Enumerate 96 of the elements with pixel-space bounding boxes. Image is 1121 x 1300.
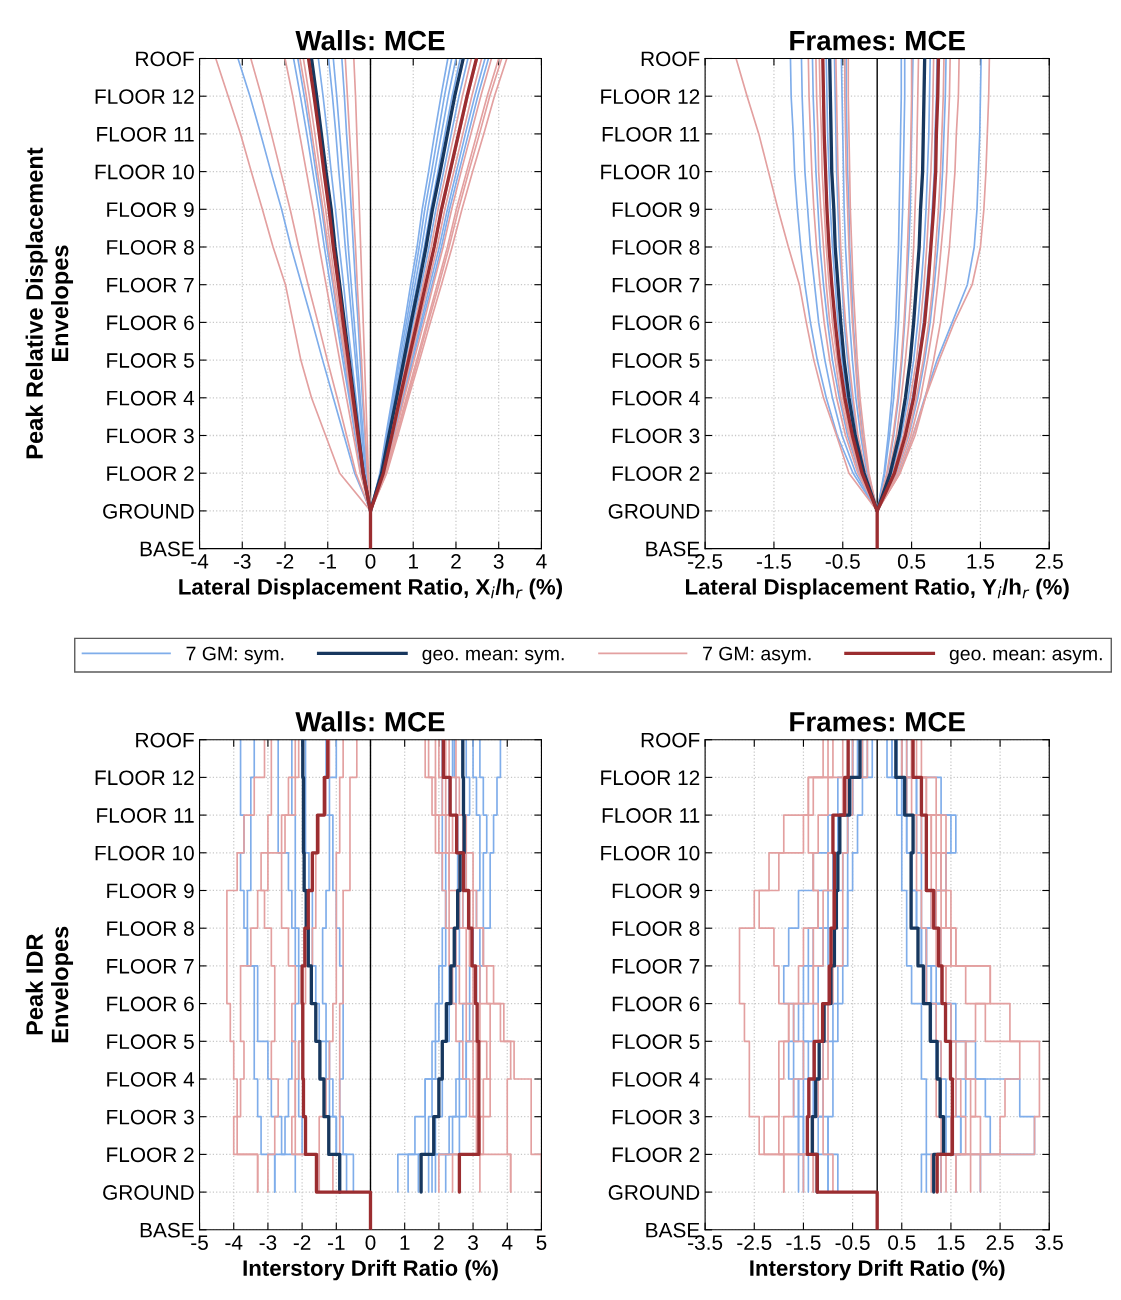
- y-tick-label: FLOOR 4: [612, 390, 700, 406]
- y-tick-label: FLOOR 5: [107, 1034, 194, 1050]
- y-tick-label: FLOOR 2: [107, 466, 194, 481]
- y-tick-label: FLOOR 12: [95, 89, 194, 104]
- x-axis-title: Interstory Drift Ratio (%): [243, 1259, 498, 1281]
- chart-title: Frames: MCE: [790, 30, 965, 51]
- legend-label: 7 GM: asym.: [703, 646, 811, 665]
- x-axis-title: Lateral Displacement Ratio, Y$_{i}$/h$_{r}$ (%): [686, 578, 1069, 600]
- x-tick-label: -1: [327, 1235, 345, 1250]
- x-tick-label: 0.5: [888, 1235, 916, 1250]
- y-tick-label: FLOOR 8: [612, 921, 700, 936]
- y-tick-label: FLOOR 7: [107, 277, 194, 293]
- x-tick-label: 3: [468, 1235, 478, 1250]
- x-tick-label: -0.5: [835, 1235, 870, 1250]
- y-tick-label: FLOOR 3: [612, 1109, 700, 1125]
- y-tick-label: FLOOR 8: [612, 240, 700, 255]
- x-tick-label: -1.5: [756, 554, 792, 569]
- x-tick-label: 2.5: [986, 1235, 1014, 1250]
- x-tick-label: 5: [536, 1235, 547, 1250]
- y-tick-label: ROOF: [641, 51, 700, 67]
- y-tick-label: FLOOR 7: [612, 277, 700, 293]
- y-tick-label: FLOOR 8: [107, 240, 194, 255]
- x-tick-label: 1: [409, 554, 419, 569]
- x-tick-label: 0.5: [897, 554, 926, 569]
- y-tick-label: FLOOR 9: [107, 202, 194, 218]
- y-tick-label: FLOOR 3: [107, 428, 194, 444]
- chart-title: Walls: MCE: [295, 711, 445, 732]
- y-tick-label: GROUND: [103, 503, 194, 519]
- x-tick-label: 2.5: [1035, 554, 1063, 569]
- y-tick-label: FLOOR 10: [95, 845, 194, 861]
- y-tick-label: FLOOR 12: [601, 770, 700, 786]
- x-tick-label: 4: [536, 554, 547, 569]
- y-tick-label: FLOOR 2: [612, 1147, 700, 1163]
- y-tick-label: FLOOR 6: [612, 315, 700, 331]
- x-tick-label: -4: [225, 1235, 243, 1250]
- y-tick-label: ROOF: [136, 51, 194, 67]
- y-tick-label: GROUND: [608, 503, 700, 519]
- legend-label: geo. mean: asym.: [949, 649, 1102, 665]
- x-tick-label: 0: [365, 554, 376, 569]
- y-tick-label: FLOOR 10: [601, 164, 700, 180]
- y-tick-label: FLOOR 12: [95, 770, 194, 786]
- y-tick-label: FLOOR 7: [612, 958, 700, 974]
- x-axis-title: Lateral Displacement Ratio, X$_{i}$/h$_{r}$ (%): [179, 578, 562, 600]
- y-axis-title: Peak IDR Envelopes: [25, 926, 74, 1043]
- y-tick-label: FLOOR 11: [602, 808, 700, 823]
- x-tick-label: -3: [233, 554, 251, 569]
- y-tick-label: FLOOR 10: [601, 845, 700, 861]
- y-tick-label: FLOOR 10: [95, 164, 194, 180]
- y-tick-label: FLOOR 8: [107, 921, 194, 936]
- y-tick-label: FLOOR 4: [107, 390, 195, 406]
- y-tick-label: FLOOR 6: [612, 996, 700, 1012]
- y-tick-label: FLOOR 2: [612, 466, 700, 481]
- x-tick-label: 3.5: [1035, 1235, 1063, 1250]
- y-tick-label: GROUND: [103, 1185, 194, 1200]
- y-tick-label: FLOOR 9: [612, 883, 700, 899]
- x-tick-label: 1.5: [938, 1235, 965, 1250]
- y-tick-label: FLOOR 11: [97, 808, 194, 823]
- y-axis-title: Peak Relative Displacement Envelopes: [25, 147, 74, 459]
- y-tick-label: FLOOR 3: [107, 1109, 194, 1125]
- y-tick-label: FLOOR 9: [107, 883, 194, 899]
- y-tick-label: FLOOR 11: [97, 126, 194, 142]
- x-tick-label: -1: [319, 554, 336, 569]
- x-axis-title: Interstory Drift Ratio (%): [750, 1259, 1005, 1281]
- y-tick-label: FLOOR 3: [612, 428, 700, 444]
- x-tick-label: -0.5: [825, 554, 860, 569]
- y-tick-label: FLOOR 5: [107, 353, 194, 368]
- x-tick-label: -1.5: [786, 1235, 821, 1250]
- y-tick-label: FLOOR 5: [612, 353, 700, 368]
- x-tick-label: 2: [434, 1235, 444, 1250]
- x-tick-label: -2: [293, 1235, 311, 1250]
- y-tick-label: FLOOR 9: [612, 202, 700, 218]
- x-tick-label: 4: [501, 1235, 513, 1250]
- y-tick-label: FLOOR 4: [612, 1072, 700, 1087]
- y-tick-label: FLOOR 6: [107, 996, 194, 1012]
- x-tick-label: -2.5: [737, 1235, 772, 1250]
- chart-title: Frames: MCE: [790, 711, 965, 732]
- y-tick-label: FLOOR 12: [601, 89, 700, 104]
- y-tick-label: FLOOR 11: [602, 126, 700, 142]
- x-tick-label: 2: [451, 554, 461, 569]
- legend-label: geo. mean: sym.: [422, 649, 564, 665]
- chart-title: Walls: MCE: [295, 30, 445, 51]
- y-tick-label: ROOF: [641, 732, 700, 748]
- y-tick-label: FLOOR 5: [612, 1034, 700, 1050]
- y-tick-label: FLOOR 6: [107, 315, 194, 331]
- x-tick-label: -3: [259, 1235, 277, 1250]
- x-tick-label: -2: [276, 554, 294, 569]
- y-tick-label: FLOOR 2: [107, 1147, 194, 1163]
- x-tick-label: 1.5: [967, 554, 995, 569]
- x-tick-label: 0: [365, 1235, 376, 1250]
- legend-label: 7 GM: sym.: [186, 646, 284, 665]
- x-tick-label: 3: [493, 554, 504, 569]
- y-tick-label: GROUND: [608, 1185, 700, 1200]
- y-tick-label: FLOOR 4: [107, 1072, 195, 1087]
- y-tick-label: ROOF: [136, 732, 194, 748]
- x-tick-label: 1: [400, 1235, 410, 1250]
- y-tick-label: FLOOR 7: [107, 958, 194, 974]
